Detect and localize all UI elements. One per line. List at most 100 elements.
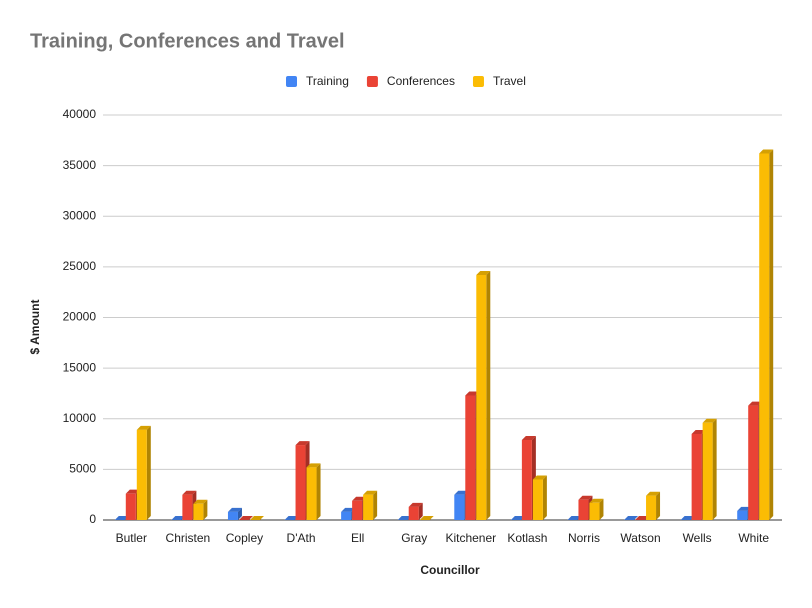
bar-top: [125, 489, 140, 494]
x-tick-label: Copley: [226, 531, 263, 545]
bar-top: [193, 499, 208, 504]
x-tick-label: Kotlash: [507, 531, 547, 545]
bar-top: [182, 490, 197, 495]
bar: [227, 507, 242, 520]
bar-top: [238, 516, 253, 520]
bar: [408, 502, 423, 520]
bar-front: [125, 493, 136, 520]
bar-top: [284, 516, 299, 520]
bar-top: [589, 498, 604, 503]
bar-top: [510, 516, 525, 520]
bar-top: [397, 516, 412, 520]
bar-side: [712, 418, 717, 520]
bar: [635, 516, 650, 520]
bar-top: [408, 502, 423, 507]
bar-side: [146, 425, 151, 520]
bar: [363, 490, 378, 520]
bar: [759, 149, 774, 520]
bar-front: [521, 440, 532, 520]
bar: [532, 475, 547, 520]
bar-top: [363, 490, 378, 495]
bar: [136, 425, 151, 520]
legend-swatch: [472, 76, 484, 87]
bar-top: [737, 506, 752, 511]
bar-front: [227, 511, 238, 520]
bar: [114, 516, 129, 520]
bar-top: [476, 270, 491, 275]
bar-top: [419, 516, 434, 520]
y-tick-label: 15000: [63, 360, 97, 374]
bar-top: [306, 463, 321, 468]
bar-front: [454, 494, 465, 520]
x-tick-label: White: [738, 531, 769, 545]
bar-side: [316, 463, 321, 520]
bar-front: [363, 494, 374, 520]
y-axis-label: $ Amount: [28, 300, 42, 355]
bar-front: [476, 274, 487, 520]
bar-front: [408, 506, 419, 520]
bar: [249, 516, 264, 520]
bar-side: [486, 270, 491, 520]
bar-front: [136, 429, 147, 520]
bar: [284, 516, 299, 520]
x-tick-label: Watson: [620, 531, 660, 545]
bar: [646, 491, 661, 520]
bar-front: [182, 494, 193, 520]
bar-front: [532, 479, 543, 520]
bar-front: [306, 467, 317, 520]
y-tick-label: 30000: [63, 208, 97, 222]
bar-top: [171, 516, 186, 520]
bar: [419, 516, 434, 520]
bar-top: [227, 507, 242, 512]
bar-side: [599, 498, 604, 520]
bar-front: [646, 495, 657, 520]
bar: [476, 270, 491, 520]
bar: [510, 516, 525, 520]
bar-front: [465, 395, 476, 520]
bar-top: [680, 516, 695, 520]
bar: [567, 516, 582, 520]
bar-top: [532, 475, 547, 480]
bar: [171, 516, 186, 520]
bar: [238, 516, 253, 520]
bar-top: [249, 516, 264, 520]
bar-top: [341, 507, 356, 512]
bar-top: [691, 429, 706, 434]
chart-title: Training, Conferences and Travel: [30, 30, 345, 52]
x-tick-label: Norris: [568, 531, 600, 545]
legend-swatch: [286, 76, 297, 87]
y-tick-label: 40000: [63, 107, 97, 121]
y-tick-label: 0: [89, 512, 96, 526]
bar-front: [589, 502, 600, 520]
legend-label: Conferences: [387, 74, 455, 88]
bar-side: [769, 149, 774, 520]
bar: [193, 499, 208, 520]
bar-front: [352, 500, 363, 520]
x-tick-label: Butler: [116, 531, 147, 545]
bar-top: [748, 401, 763, 406]
y-tick-label: 20000: [63, 310, 97, 324]
bar-side: [373, 490, 378, 520]
bar: [624, 516, 639, 520]
bar-front: [748, 405, 759, 520]
bar-top: [295, 441, 310, 446]
bar: [680, 516, 695, 520]
bar-top: [578, 495, 593, 500]
bar-side: [237, 507, 242, 520]
bar: [397, 516, 412, 520]
x-tick-label: Kitchener: [445, 531, 496, 545]
bar-top: [136, 425, 151, 430]
bar-front: [341, 511, 352, 520]
x-axis-label: Councillor: [420, 563, 480, 577]
legend-swatch: [366, 76, 378, 87]
bar-top: [759, 149, 774, 154]
bar-top: [702, 418, 717, 423]
x-tick-label: Ell: [351, 531, 364, 545]
y-tick-label: 5000: [69, 462, 96, 476]
bar: [306, 463, 321, 520]
legend-label: Travel: [493, 74, 526, 88]
bar-top: [567, 516, 582, 520]
x-tick-label: D'Ath: [287, 531, 316, 545]
bar-top: [352, 496, 367, 501]
bar-front: [702, 422, 713, 520]
